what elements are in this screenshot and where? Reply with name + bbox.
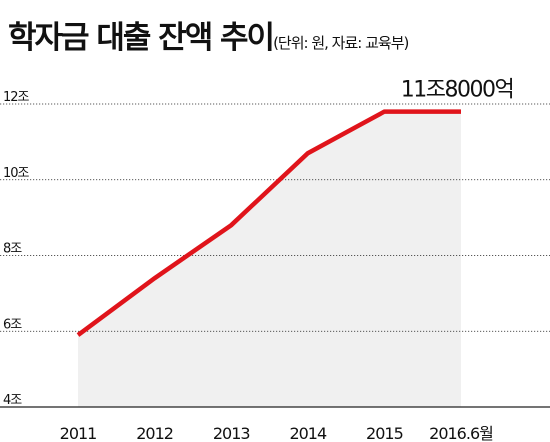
gridlines [0, 103, 550, 408]
y-tick-label: 10조 [3, 166, 30, 181]
y-tick-label: 12조 [3, 90, 30, 105]
annotations: 11조8000억 [401, 78, 515, 103]
x-tick-label: 2015 [366, 424, 403, 442]
x-tick-label: 2016.6월 [429, 424, 493, 442]
x-tick-label: 2012 [136, 424, 173, 442]
y-tick-label: 8조 [3, 242, 22, 257]
x-tick-label: 2013 [213, 424, 250, 442]
value-callout: 11조8000억 [401, 78, 513, 103]
chart-subtitle: (단위: 원, 자료: 교육부) [273, 34, 409, 52]
y-tick-label: 6조 [3, 317, 22, 332]
title-row: 학자금 대출 잔액 추이(단위: 원, 자료: 교육부) [8, 12, 409, 57]
x-tick-label: 2011 [60, 424, 97, 442]
y-axis-ticks: 4조 6조 8조 10조 12조 [3, 90, 31, 408]
series-layer [76, 109, 462, 337]
series-line [76, 109, 461, 337]
x-axis-ticks: 2011 2012 2013 2014 2015 2016.6월 [60, 424, 494, 442]
area-layer [78, 111, 461, 407]
chart-title: 학자금 대출 잔액 추이 [8, 20, 275, 56]
area-fill [78, 111, 461, 407]
y-tick-label: 4조 [3, 393, 22, 408]
x-tick-label: 2014 [289, 424, 327, 442]
